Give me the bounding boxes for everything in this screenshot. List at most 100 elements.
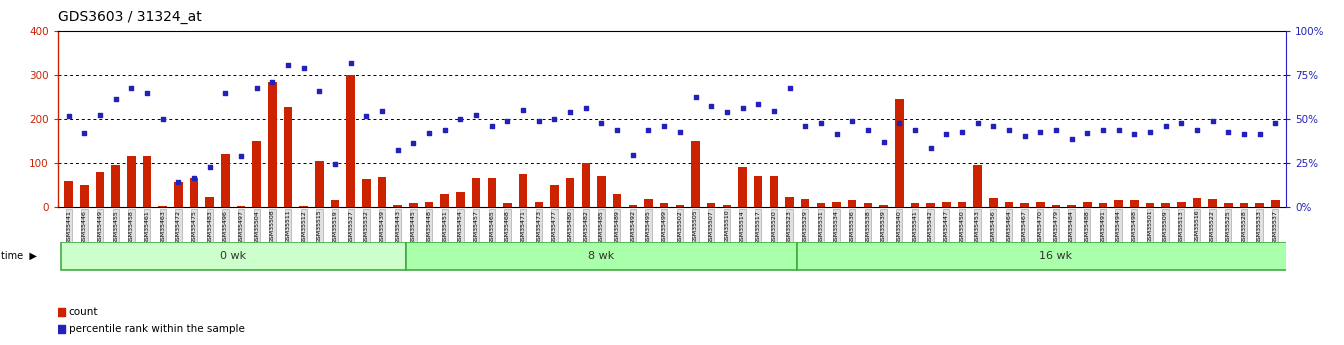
Bar — [1114, 200, 1122, 207]
Bar — [723, 205, 731, 207]
Point — [434, 127, 456, 133]
Bar — [550, 185, 559, 207]
Point — [669, 129, 691, 135]
Point — [387, 147, 409, 152]
Bar — [222, 154, 230, 207]
Point — [450, 116, 472, 122]
Bar — [613, 194, 621, 207]
Bar — [347, 75, 355, 207]
Bar — [128, 156, 136, 207]
Bar — [190, 178, 199, 207]
Point — [982, 123, 1004, 128]
Point — [481, 123, 503, 128]
Point — [919, 145, 941, 150]
Bar — [1271, 200, 1279, 207]
Point — [230, 153, 251, 158]
Bar — [409, 204, 418, 207]
Point — [58, 113, 79, 119]
Bar — [910, 204, 919, 207]
Point — [528, 118, 550, 124]
Bar — [456, 191, 465, 207]
Point — [168, 179, 190, 185]
Point — [1218, 129, 1239, 135]
Bar — [1255, 204, 1263, 207]
Point — [810, 121, 832, 126]
Bar — [832, 202, 841, 207]
Bar — [1192, 198, 1202, 207]
Bar — [973, 165, 982, 207]
Point — [136, 90, 157, 95]
Text: 0 wk: 0 wk — [220, 251, 246, 261]
Point — [1187, 127, 1208, 133]
Point — [684, 94, 706, 100]
Point — [638, 127, 660, 133]
Bar — [1239, 203, 1249, 207]
Point — [465, 112, 487, 117]
Bar — [1036, 202, 1044, 207]
Point — [716, 110, 738, 115]
Point — [1093, 127, 1114, 133]
Point — [383, 83, 405, 88]
Point — [872, 139, 894, 145]
Point — [1249, 132, 1270, 137]
Bar — [864, 204, 872, 207]
Bar — [60, 242, 406, 270]
Bar — [895, 99, 903, 207]
Text: GDS3603 / 31324_at: GDS3603 / 31324_at — [58, 10, 202, 24]
Point — [1107, 127, 1129, 133]
Bar — [1067, 205, 1075, 207]
Bar — [817, 204, 825, 207]
Bar — [738, 167, 747, 207]
Point — [825, 132, 847, 137]
Point — [731, 105, 753, 111]
Point — [324, 161, 345, 167]
Point — [935, 132, 957, 137]
Text: count: count — [69, 307, 98, 317]
Point — [497, 118, 519, 124]
Point — [89, 112, 110, 117]
Bar — [65, 181, 73, 207]
Bar — [112, 165, 120, 207]
Point — [371, 108, 392, 114]
Point — [778, 86, 800, 91]
Bar — [1177, 202, 1185, 207]
Bar — [159, 206, 167, 207]
Point — [199, 164, 220, 169]
Point — [105, 97, 126, 102]
Bar — [1161, 203, 1169, 207]
Bar — [848, 200, 856, 207]
Point — [121, 86, 142, 91]
Point — [559, 110, 581, 115]
Bar — [142, 156, 152, 207]
Bar — [394, 205, 402, 207]
Text: time  ▶: time ▶ — [1, 251, 38, 261]
Bar — [691, 141, 700, 207]
Bar — [770, 176, 778, 207]
Text: 16 wk: 16 wk — [1039, 251, 1073, 261]
Point — [905, 127, 926, 133]
Bar — [331, 200, 340, 207]
Bar — [472, 178, 480, 207]
Bar — [1051, 205, 1060, 207]
Bar — [957, 202, 966, 207]
Point — [418, 130, 439, 136]
Point — [1030, 129, 1051, 135]
Bar — [629, 205, 637, 207]
Bar — [644, 199, 653, 207]
Point — [512, 108, 534, 113]
Point — [309, 89, 331, 94]
Bar — [754, 176, 762, 207]
Bar — [253, 141, 261, 207]
Point — [606, 127, 628, 133]
Point — [215, 90, 237, 95]
Bar — [1004, 202, 1013, 207]
Point — [1013, 133, 1035, 138]
Bar — [582, 163, 590, 207]
Bar — [535, 202, 543, 207]
Bar — [1083, 202, 1091, 207]
Point — [575, 105, 597, 111]
Bar — [362, 179, 371, 207]
Bar — [1020, 204, 1030, 207]
Bar — [95, 172, 105, 207]
Bar — [206, 197, 214, 207]
